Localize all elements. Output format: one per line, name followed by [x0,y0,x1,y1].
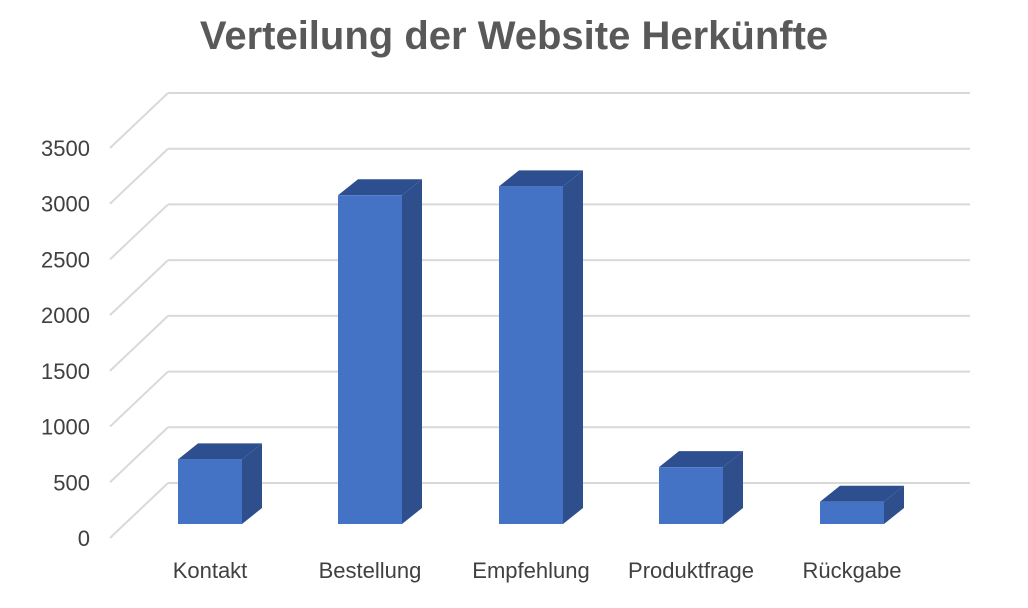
x-tick-label: Rückgabe [802,558,901,583]
bar-side [723,451,743,524]
bar-side [563,170,583,524]
chart-title: Verteilung der Website Herkünfte [199,14,829,58]
gridline-depth [109,426,169,484]
gridline-depth [109,92,169,149]
gridline-depth [109,147,169,205]
bar-side [884,485,904,524]
x-tick-label: Kontakt [173,558,248,583]
bar-top [338,179,422,196]
bar-top [659,451,743,468]
bar-side [242,443,262,524]
bar [659,467,723,524]
gridline-depth [109,203,169,261]
gridline-depth [109,370,169,428]
y-tick-label: 3500 [41,136,90,161]
bar-top [820,485,904,502]
gridline-depth [109,259,169,316]
bar-top [499,170,583,187]
y-tick-label: 1000 [41,415,90,440]
x-tick-label: Bestellung [319,558,422,583]
y-tick-label: 500 [53,470,90,495]
y-tick-label: 3000 [41,192,90,217]
y-tick-label: 2500 [41,247,90,272]
gridline-depth [109,482,169,539]
x-tick-label: Empfehlung [472,558,589,583]
gridline-depth [109,315,169,372]
y-tick-label: 0 [78,526,90,551]
bar [820,501,884,524]
bar [178,459,242,524]
bar [499,186,563,524]
bar [338,195,402,525]
y-tick-label: 2000 [41,303,90,328]
y-tick-label: 1500 [41,359,90,384]
x-tick-label: Produktfrage [628,558,754,583]
bar-side [402,179,422,525]
bar-top [178,443,262,460]
